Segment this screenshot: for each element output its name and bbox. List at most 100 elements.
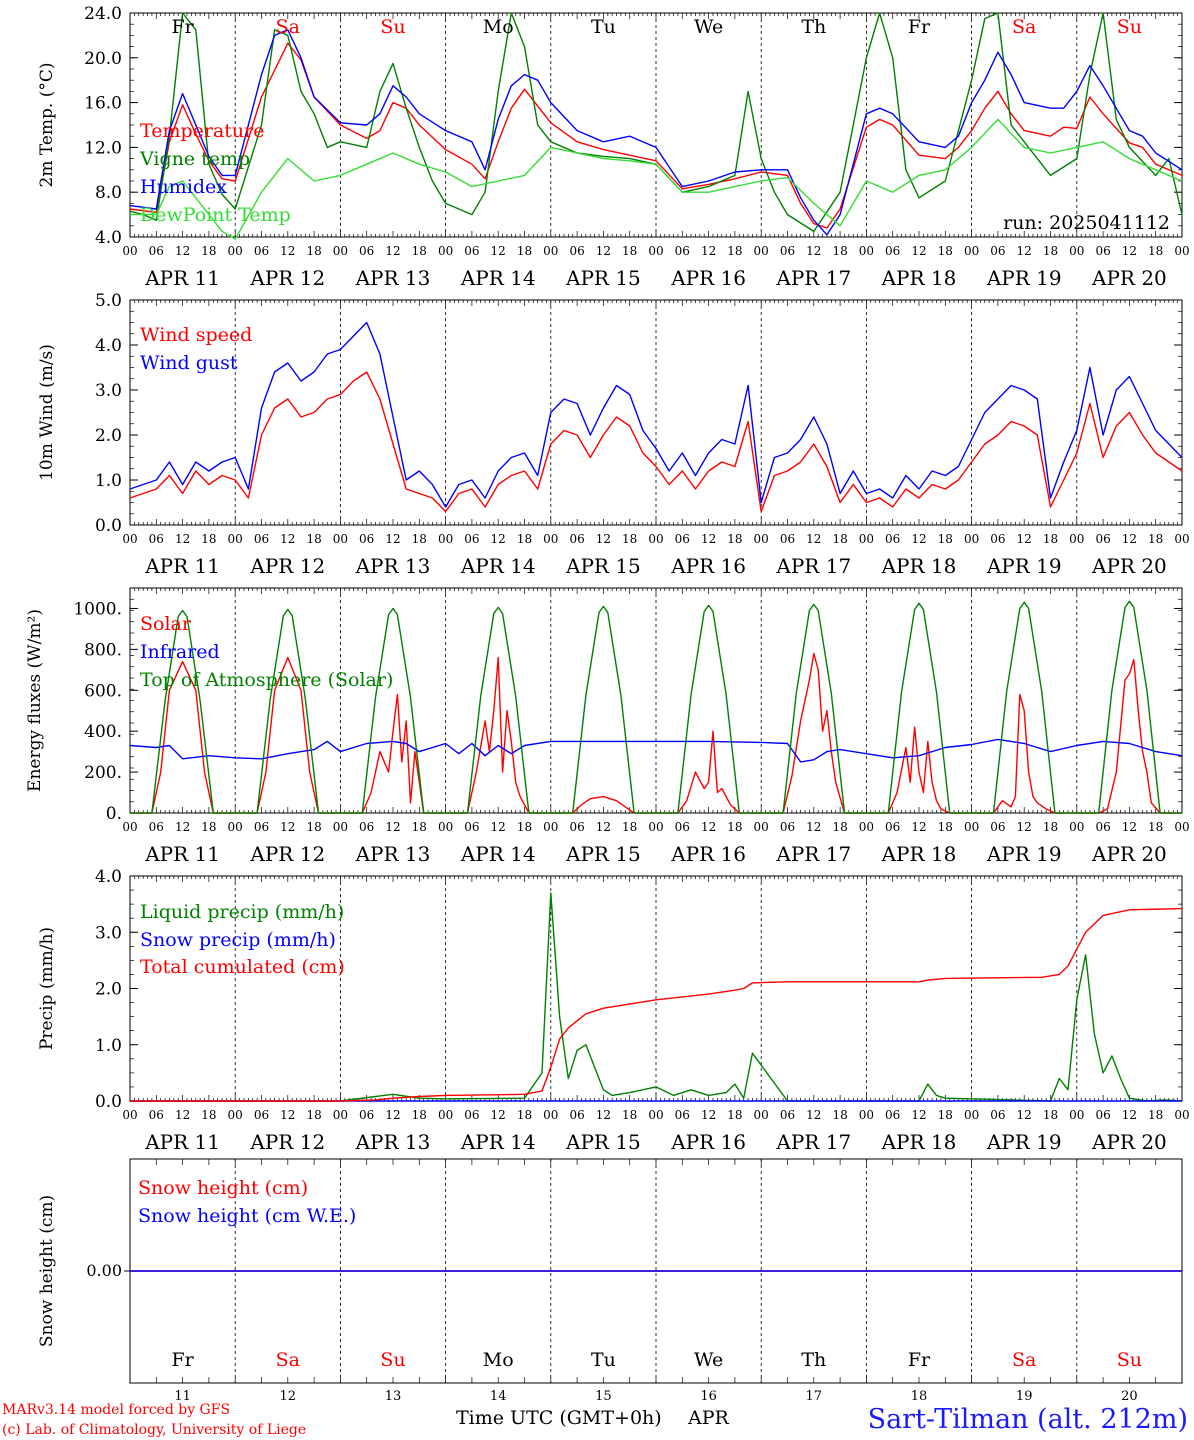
weekday-label: Sa (276, 1349, 300, 1371)
hour-tick-label: 12 (911, 532, 926, 546)
hour-tick-label: 18 (517, 820, 532, 834)
hour-tick-label: 18 (938, 532, 953, 546)
hour-tick-label: 06 (1095, 532, 1110, 546)
hour-tick-label: 06 (359, 1108, 374, 1122)
hour-tick-label: 06 (359, 820, 374, 834)
weekday-label: Sa (276, 16, 300, 38)
hour-tick-label: 00 (228, 1108, 243, 1122)
hour-tick-label: 12 (1017, 244, 1032, 258)
hour-tick-label: 12 (596, 820, 611, 834)
hour-tick-label: 06 (990, 244, 1005, 258)
date-label: APR 17 (775, 842, 851, 866)
hour-tick-label: 00 (648, 820, 663, 834)
hour-tick-label: 00 (438, 820, 453, 834)
hour-tick-label: 00 (1069, 820, 1084, 834)
date-label: APR 17 (775, 266, 851, 290)
weekday-label: Su (1117, 1349, 1142, 1371)
hour-tick-label: 06 (675, 244, 690, 258)
hour-tick-label: 00 (754, 532, 769, 546)
date-label: APR 15 (565, 1130, 641, 1154)
hour-tick-label: 18 (938, 820, 953, 834)
hour-tick-label: 06 (675, 532, 690, 546)
hour-tick-label: 12 (1122, 1108, 1137, 1122)
y-tick-label: 12.0 (84, 138, 122, 158)
hour-tick-label: 00 (1174, 532, 1189, 546)
y-tick-label: 1000. (73, 599, 122, 619)
day-number-label: 15 (595, 1389, 612, 1404)
date-label: APR 12 (249, 266, 325, 290)
hour-tick-label: 12 (596, 244, 611, 258)
hour-tick-label: 06 (464, 532, 479, 546)
weekday-label: Sa (1012, 1349, 1036, 1371)
hour-tick-label: 18 (727, 1108, 742, 1122)
hour-tick-label: 06 (254, 244, 269, 258)
hour-tick-label: 12 (385, 1108, 400, 1122)
hour-tick-label: 18 (622, 244, 637, 258)
hour-tick-label: 12 (806, 532, 821, 546)
hour-tick-label: 18 (1043, 244, 1058, 258)
y-tick-label: 1.0 (95, 1036, 122, 1056)
hour-tick-label: 12 (280, 244, 295, 258)
hour-tick-label: 06 (885, 532, 900, 546)
date-label: APR 16 (670, 842, 746, 866)
date-label: APR 14 (460, 1130, 536, 1154)
y-axis-label: Precip (mm/h) (37, 927, 57, 1050)
hour-tick-label: 12 (701, 244, 716, 258)
hour-tick-label: 00 (648, 244, 663, 258)
date-label: APR 13 (355, 554, 431, 578)
hour-tick-label: 00 (438, 1108, 453, 1122)
hour-tick-label: 18 (201, 532, 216, 546)
hour-tick-label: 06 (990, 820, 1005, 834)
legend-entry: Temperature (140, 120, 264, 142)
hour-tick-label: 06 (464, 820, 479, 834)
hour-tick-label: 00 (122, 532, 137, 546)
hour-tick-label: 00 (122, 820, 137, 834)
hour-tick-label: 18 (412, 820, 427, 834)
panel-frame (129, 587, 1183, 814)
weekday-label: We (694, 16, 723, 38)
y-tick-label: 400. (84, 722, 122, 742)
hour-tick-label: 18 (622, 820, 637, 834)
hour-tick-label: 12 (491, 820, 506, 834)
hour-tick-label: 18 (201, 244, 216, 258)
hour-tick-label: 00 (333, 244, 348, 258)
hour-tick-label: 12 (596, 1108, 611, 1122)
hour-tick-label: 06 (990, 532, 1005, 546)
hour-tick-label: 12 (596, 532, 611, 546)
y-tick-label: 0.0 (95, 1092, 122, 1112)
hour-tick-label: 00 (754, 244, 769, 258)
day-number-label: 14 (490, 1389, 507, 1404)
day-number-label: 18 (911, 1389, 928, 1404)
hour-tick-label: 12 (911, 244, 926, 258)
day-number-label: 11 (174, 1389, 191, 1404)
date-label: APR 16 (670, 1130, 746, 1154)
hour-tick-label: 06 (885, 820, 900, 834)
hour-tick-label: 12 (175, 1108, 190, 1122)
legend-entry: Wind gust (140, 352, 238, 374)
weekday-label: Mo (483, 16, 514, 38)
hour-tick-label: 18 (517, 532, 532, 546)
weekday-label: Th (801, 1349, 826, 1371)
hour-tick-label: 18 (1148, 1108, 1163, 1122)
series-line-dewpoint-temp (130, 118, 1183, 240)
weekday-label: Mo (483, 1349, 514, 1371)
y-axis-label: Snow height (cm) (37, 1195, 57, 1347)
date-label: APR 11 (144, 266, 220, 290)
hour-tick-label: 18 (832, 1108, 847, 1122)
legend-entry: Total cumulated (cm) (140, 956, 345, 978)
hour-tick-label: 18 (938, 244, 953, 258)
hour-tick-label: 12 (491, 532, 506, 546)
hour-tick-label: 00 (543, 820, 558, 834)
date-label: APR 18 (881, 1130, 957, 1154)
hour-tick-label: 06 (780, 1108, 795, 1122)
hour-tick-label: 12 (1122, 244, 1137, 258)
y-tick-label: 8.0 (95, 183, 122, 203)
date-label: APR 12 (249, 554, 325, 578)
hour-tick-label: 18 (201, 1108, 216, 1122)
hour-tick-label: 00 (228, 244, 243, 258)
hour-tick-label: 00 (859, 244, 874, 258)
weekday-label: Su (380, 16, 405, 38)
hour-tick-label: 00 (122, 1108, 137, 1122)
hour-tick-label: 18 (306, 532, 321, 546)
hour-tick-label: 18 (622, 1108, 637, 1122)
